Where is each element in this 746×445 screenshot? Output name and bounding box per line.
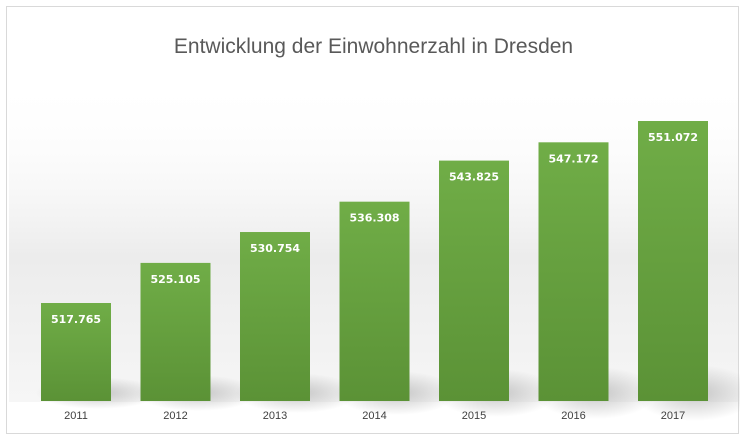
bar-2011 [41, 303, 111, 401]
bars [41, 121, 708, 401]
bar-chart: 517.765 525.105 530.754 536.308 543.825 547.1… [9, 77, 740, 422]
bar-2014 [339, 201, 410, 401]
x-axis-ticks: 2011 2012 2013 2014 2015 2016 2017 [64, 410, 685, 422]
x-tick-label: 2017 [661, 410, 685, 422]
data-label: 547.172 [548, 152, 598, 165]
bar-2012 [140, 262, 211, 401]
x-tick-label: 2016 [561, 410, 585, 422]
data-label: 543.825 [449, 171, 499, 184]
data-label: 551.072 [648, 131, 698, 144]
data-label: 517.765 [51, 313, 101, 326]
chart-frame: Entwicklung der Einwohnerzahl in Dresden… [6, 6, 740, 434]
chart-title: Entwicklung der Einwohnerzahl in Dresden [173, 35, 574, 58]
data-label: 530.754 [250, 242, 300, 255]
data-label: 536.308 [349, 212, 399, 225]
bar-2015 [439, 160, 509, 401]
bar-2016 [538, 142, 609, 401]
x-tick-label: 2013 [263, 410, 287, 422]
x-tick-label: 2011 [64, 410, 88, 422]
bar-2017 [638, 121, 708, 401]
x-tick-label: 2012 [163, 410, 187, 422]
x-tick-label: 2015 [462, 410, 486, 422]
x-tick-label: 2014 [362, 410, 386, 422]
data-labels: 517.765 525.105 530.754 536.308 543.825 547.1… [51, 131, 698, 326]
bar-2013 [240, 232, 310, 401]
data-label: 525.105 [150, 273, 200, 286]
